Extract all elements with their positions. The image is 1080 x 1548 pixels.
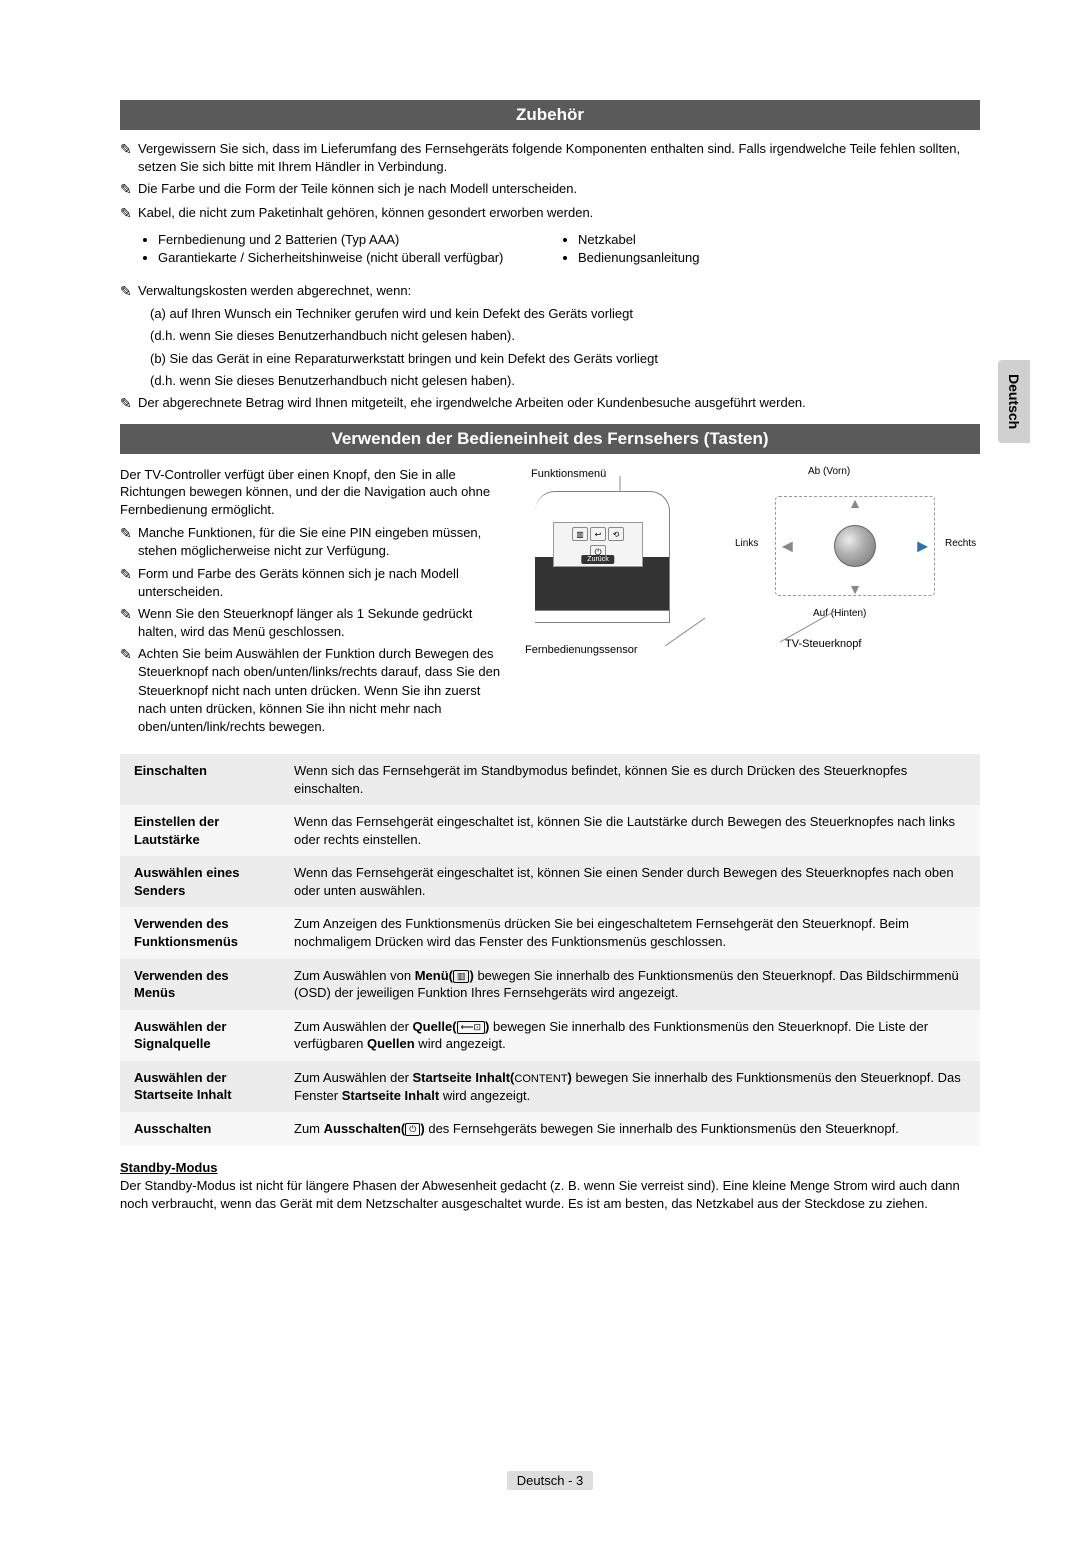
label-rechts: Rechts <box>945 538 976 549</box>
sub-note: (b) Sie das Gerät in eine Reparaturwerks… <box>150 350 980 368</box>
inline-icon: ▥ <box>453 970 470 983</box>
intro-text: Der TV-Controller verfügt über einen Kno… <box>120 466 505 519</box>
action-desc: Wenn das Fernsehgerät eingeschaltet ist,… <box>280 856 980 907</box>
controller-diagram: Funktionsmenü Ab (Vorn) Links Rechts Auf… <box>525 466 980 686</box>
label-ab: Ab (Vorn) <box>808 466 850 477</box>
action-desc: Zum Auswählen von Menü(▥) bewegen Sie in… <box>280 959 980 1010</box>
table-row: Auswählen eines SendersWenn das Fernsehg… <box>120 856 980 907</box>
menu-icon: ▥ <box>572 527 588 541</box>
section-header-accessories: Zubehör <box>120 100 980 130</box>
list-item: Netzkabel <box>578 232 980 247</box>
action-label: Auswählen eines Senders <box>120 856 280 907</box>
label-funktionsmenu: Funktionsmenü <box>531 468 606 480</box>
table-row: Verwenden des MenüsZum Auswählen von Men… <box>120 959 980 1010</box>
note-text: Manche Funktionen, für die Sie eine PIN … <box>138 524 505 560</box>
standby-text: Der Standby-Modus ist nicht für längere … <box>120 1177 980 1213</box>
note-icon: ✎ <box>120 645 138 665</box>
note-text: Verwaltungskosten werden abgerechnet, we… <box>138 282 411 300</box>
action-label: Verwenden des Funktionsmenüs <box>120 907 280 958</box>
note: ✎Form und Farbe des Geräts können sich j… <box>120 565 505 601</box>
action-desc: Zum Anzeigen des Funktionsmenüs drücken … <box>280 907 980 958</box>
control-knob <box>834 525 876 567</box>
note-text: Achten Sie beim Auswählen der Funktion d… <box>138 645 505 736</box>
action-label: Einschalten <box>120 754 280 805</box>
label-sensor: Fernbedienungssensor <box>525 644 638 656</box>
arrow-right-icon: ▶ <box>917 537 928 554</box>
table-row: Einstellen der LautstärkeWenn das Fernse… <box>120 805 980 856</box>
actions-table: EinschaltenWenn sich das Fernsehgerät im… <box>120 754 980 1146</box>
action-desc: Zum Ausschalten(⏻) des Fernsehgeräts bew… <box>280 1112 980 1146</box>
table-row: Verwenden des FunktionsmenüsZum Anzeigen… <box>120 907 980 958</box>
table-row: EinschaltenWenn sich das Fernsehgerät im… <box>120 754 980 805</box>
action-desc: Wenn das Fernsehgerät eingeschaltet ist,… <box>280 805 980 856</box>
action-label: Auswählen der Startseite Inhalt <box>120 1061 280 1112</box>
note: ✎Kabel, die nicht zum Paketinhalt gehöre… <box>120 204 980 224</box>
label-links: Links <box>735 538 758 549</box>
list-item: Garantiekarte / Sicherheitshinweise (nic… <box>158 250 560 265</box>
note-icon: ✎ <box>120 140 138 160</box>
note-text: Vergewissern Sie sich, dass im Lieferumf… <box>138 140 980 176</box>
action-label: Einstellen der Lautstärke <box>120 805 280 856</box>
page-number: Deutsch - 3 <box>120 1473 980 1488</box>
label-knopf: TV-Steuerknopf <box>785 638 861 650</box>
note-text: Wenn Sie den Steuerknopf länger als 1 Se… <box>138 605 505 641</box>
inline-icon: CONTENT <box>514 1073 567 1085</box>
onscreen-menu: ▥ ↩ ⟲ ⏻ Zurück <box>553 522 643 567</box>
sub-note: (d.h. wenn Sie dieses Benutzerhandbuch n… <box>150 327 980 345</box>
note: ✎ Der abgerechnete Betrag wird Ihnen mit… <box>120 394 980 414</box>
inline-icon: ⟵⊡ <box>457 1021 485 1034</box>
section-header-controls: Verwenden der Bedieneinheit des Fernsehe… <box>120 424 980 454</box>
action-desc: Wenn sich das Fernsehgerät im Standbymod… <box>280 754 980 805</box>
note-icon: ✎ <box>120 282 138 302</box>
label-auf: Auf (Hinten) <box>813 608 866 619</box>
arrow-left-icon: ◀ <box>782 537 793 554</box>
table-row: Auswählen der SignalquelleZum Auswählen … <box>120 1010 980 1061</box>
action-label: Ausschalten <box>120 1112 280 1146</box>
sub-note: (a) auf Ihren Wunsch ein Techniker geruf… <box>150 305 980 323</box>
arrow-down-icon: ▼ <box>848 581 862 597</box>
note-icon: ✎ <box>120 180 138 200</box>
note: ✎Achten Sie beim Auswählen der Funktion … <box>120 645 505 736</box>
note-icon: ✎ <box>120 524 138 544</box>
note-text: Form und Farbe des Geräts können sich je… <box>138 565 505 601</box>
note: ✎Vergewissern Sie sich, dass im Lieferum… <box>120 140 980 176</box>
sub-note: (d.h. wenn Sie dieses Benutzerhandbuch n… <box>150 372 980 390</box>
knob-area: ▲ ▼ ◀ ▶ <box>775 496 935 596</box>
action-desc: Zum Auswählen der Quelle(⟵⊡) bewegen Sie… <box>280 1010 980 1061</box>
note-text: Kabel, die nicht zum Paketinhalt gehören… <box>138 204 593 222</box>
source-icon: ↩ <box>590 527 606 541</box>
accessories-list: Fernbedienung und 2 Batterien (Typ AAA) G… <box>140 232 980 268</box>
note-text: Der abgerechnete Betrag wird Ihnen mitge… <box>138 394 806 412</box>
note: ✎Wenn Sie den Steuerknopf länger als 1 S… <box>120 605 505 641</box>
note-icon: ✎ <box>120 605 138 625</box>
note-text: Die Farbe und die Form der Teile können … <box>138 180 577 198</box>
note: ✎Die Farbe und die Form der Teile können… <box>120 180 980 200</box>
note: ✎Manche Funktionen, für die Sie eine PIN… <box>120 524 505 560</box>
back-button: Zurück <box>581 555 614 564</box>
note: ✎ Verwaltungskosten werden abgerechnet, … <box>120 282 980 302</box>
list-item: Fernbedienung und 2 Batterien (Typ AAA) <box>158 232 560 247</box>
table-row: AusschaltenZum Ausschalten(⏻) des Fernse… <box>120 1112 980 1146</box>
note-icon: ✎ <box>120 565 138 585</box>
arrow-up-icon: ▲ <box>848 495 862 511</box>
note-icon: ✎ <box>120 394 138 414</box>
table-row: Auswählen der Startseite InhaltZum Auswä… <box>120 1061 980 1112</box>
tv-illustration: ▥ ↩ ⟲ ⏻ Zurück <box>535 491 670 611</box>
inline-icon: ⏻ <box>405 1123 420 1136</box>
action-label: Verwenden des Menüs <box>120 959 280 1010</box>
tv-base <box>535 611 670 623</box>
action-label: Auswählen der Signalquelle <box>120 1010 280 1061</box>
standby-heading: Standby-Modus <box>120 1160 980 1175</box>
action-desc: Zum Auswählen der Startseite Inhalt(CONT… <box>280 1061 980 1112</box>
note-icon: ✎ <box>120 204 138 224</box>
list-item: Bedienungsanleitung <box>578 250 980 265</box>
content-icon: ⟲ <box>608 527 624 541</box>
